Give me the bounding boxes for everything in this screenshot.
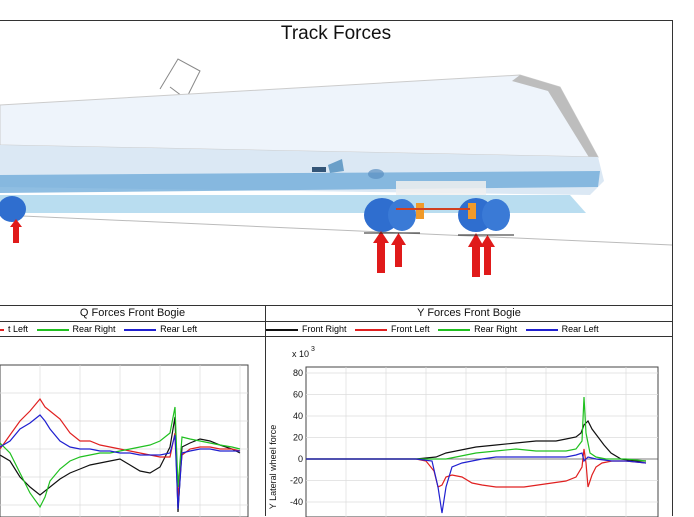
legend-item-right-3: Rear Left: [525, 322, 599, 336]
q-forces-panel: Q Forces Front Bogie t Left Rear Right R…: [0, 306, 266, 517]
y-tick-label: 0: [298, 454, 303, 464]
legend-item-right-0: Front Right: [266, 322, 347, 336]
y-grid-vertical: [345, 367, 627, 517]
y-scale-label: x 10: [292, 349, 309, 359]
y-forces-plot: x 10 3 Y Lateral wheel force 80 60 40 20 0 -2…: [268, 346, 659, 517]
body-marker-3: [368, 169, 384, 179]
legend-item-right-1: Front Left: [355, 322, 430, 336]
y-tick-label: 60: [293, 390, 303, 400]
window-title: Track Forces: [0, 20, 673, 48]
q-forces-title: Q Forces Front Bogie: [0, 306, 265, 322]
q-series-green: [0, 406, 241, 509]
bogie-frame: [396, 181, 486, 195]
wheel-front-2: [388, 199, 416, 231]
y-forces-title: Y Forces Front Bogie: [266, 306, 672, 322]
y-tick-labels: 80 60 40 20 0 -20 -40: [290, 368, 303, 507]
y-plot-frame: [305, 366, 659, 517]
y-forces-legend: Front Right Front Left Rear Right Rear L…: [266, 322, 672, 337]
wheel-left-end: [0, 196, 26, 222]
y-series-rear-right: [306, 396, 647, 462]
y-axis-label: Y Lateral wheel force: [268, 425, 278, 509]
y-tick-label: 40: [293, 411, 303, 421]
y-series-rear-left: [306, 452, 647, 514]
car-roof-edge: [512, 75, 598, 159]
y-series-front-left: [306, 448, 647, 488]
y-tick-label: 80: [293, 368, 303, 378]
y-tick-label: 20: [293, 433, 303, 443]
q-forces-plot: [0, 364, 249, 517]
y-tick-label: -40: [290, 497, 303, 507]
q-forces-legend: t Left Rear Right Rear Left: [0, 322, 265, 337]
car-body-roof: [0, 74, 599, 158]
legend-item-right-2: Rear Right: [438, 322, 517, 336]
q-series-blue: [0, 414, 240, 510]
y-scale-exp: 3: [311, 346, 315, 353]
pantograph: [159, 58, 201, 100]
force-arrows: [10, 219, 495, 277]
legend-item-left-1: Rear Right: [36, 322, 116, 336]
legend-item-left-2: Rear Left: [124, 322, 197, 336]
body-marker: [312, 167, 326, 172]
body-marker-2: [328, 159, 344, 173]
y-series-front-right: [306, 419, 646, 462]
rail-line: [0, 214, 673, 246]
suspension-front: [416, 203, 424, 219]
3d-viewport[interactable]: [0, 47, 673, 306]
wheel-rear-2: [482, 199, 510, 231]
suspension-rear: [468, 203, 476, 219]
y-tick-label: -20: [290, 476, 303, 486]
q-plot-frame: [0, 364, 249, 517]
y-forces-panel: Y Forces Front Bogie Front Right Front L…: [266, 306, 673, 517]
legend-item-left-0: t Left: [0, 322, 28, 336]
vehicle-scene: [0, 58, 673, 277]
